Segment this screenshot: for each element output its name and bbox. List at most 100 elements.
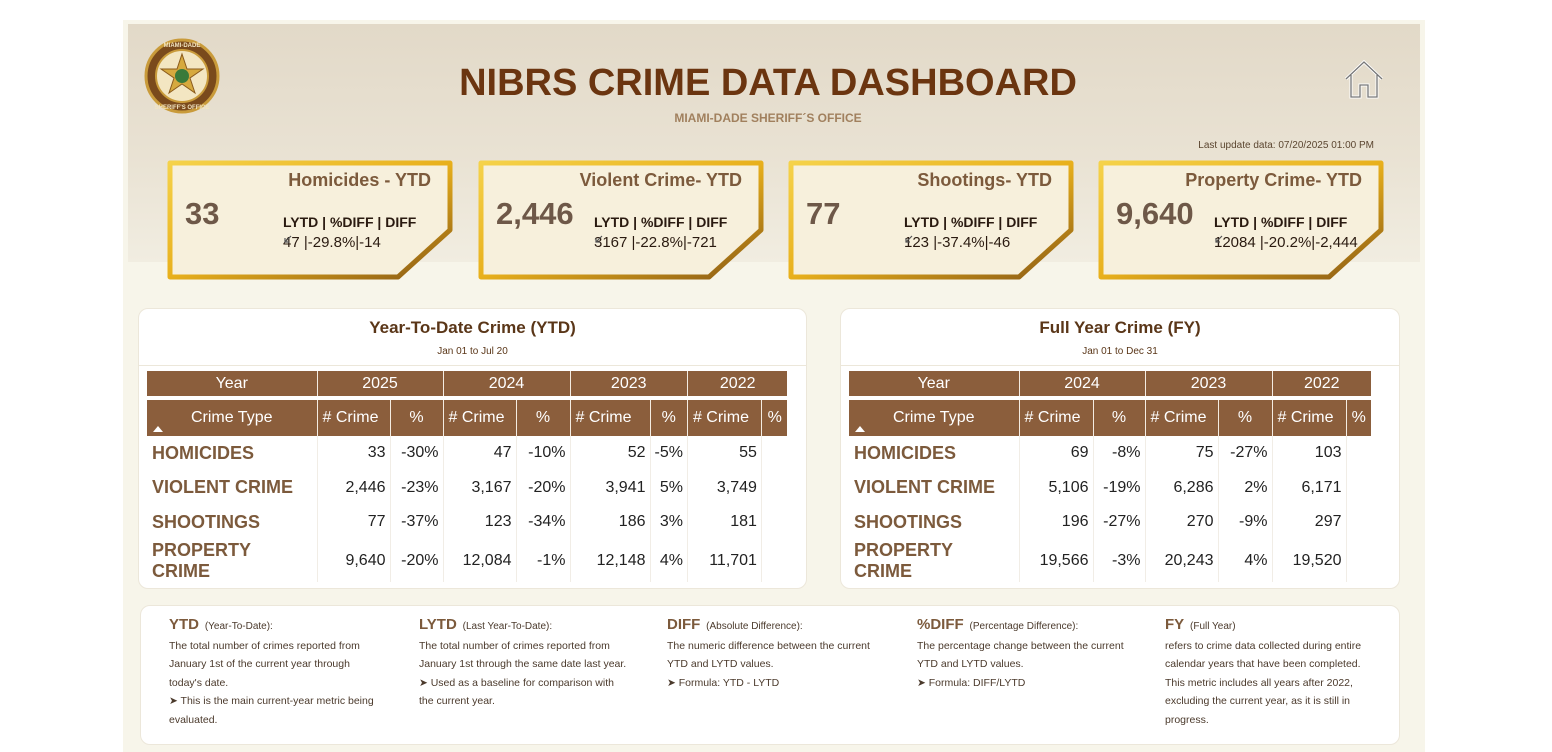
crime-count: 5,106 [1018, 470, 1093, 505]
home-button[interactable] [1342, 58, 1386, 100]
crime-count: 52 [569, 436, 650, 471]
year-label: 2023 [1144, 371, 1272, 398]
logo-bottom-text: SHERIFF'S OFFICE [155, 105, 210, 111]
crime-pct: -5% [649, 436, 688, 471]
crime-count: 12,148 [569, 539, 650, 582]
kpi-value: 9,640 [1116, 196, 1194, 231]
kpi-compare-row: 47 |-29.8%|-14 [283, 234, 381, 251]
definition-qualifier: (Full Year) [1190, 621, 1236, 632]
table-title: Full Year Crime (FY) [1039, 318, 1201, 337]
table-subtitle: Jan 01 to Jul 20 [437, 346, 508, 357]
dashboard-subtitle: MIAMI-DADE SHERIFF´S OFFICE [674, 111, 862, 125]
crime-pct [760, 436, 788, 471]
crime-count: 3,749 [686, 470, 762, 505]
kpi-compare-row: 3167 |-22.8%|-721 [594, 234, 717, 251]
crime-pct: -23% [389, 470, 443, 505]
definition-qualifier: (Year-To-Date): [204, 621, 273, 632]
kpi-card: Homicides - YTD 33 LYTD | %DIFF | DIFF 47 |… [165, 158, 455, 282]
column-row: Crime Type # Crime% # Crime% # Crime% [849, 396, 1371, 436]
year-row: Year 2024 2023 2022 [849, 371, 1371, 398]
crime-count: 69 [1018, 436, 1093, 471]
crime-count: 33 [316, 436, 390, 471]
kpi-title: Homicides - YTD [288, 170, 431, 190]
crime-count: 55 [686, 436, 762, 471]
trend-icon [284, 235, 292, 243]
definitions-panel: YTD (Year-To-Date): The total number of c… [140, 605, 1400, 745]
crime-pct: -37% [389, 505, 443, 540]
definition-term: DIFF [667, 616, 701, 633]
crime-count: 103 [1271, 436, 1346, 471]
definition-heading: YTD (Year-To-Date): [169, 616, 379, 637]
kpi-card-frame [788, 160, 1074, 280]
kpi-card-frame [478, 160, 764, 280]
crime-name: PROPERTY CRIME [854, 539, 953, 581]
table-title: Year-To-Date Crime (YTD) [369, 318, 576, 337]
kpi-value: 2,446 [496, 196, 574, 231]
year-label: 2024 [442, 371, 570, 398]
definition-text: refers to crime data collected during en… [1165, 639, 1362, 726]
table-subtitle: Jan 01 to Dec 31 [1082, 346, 1158, 357]
trend-icon [905, 235, 913, 243]
definition-text: ➤ Formula: DIFF/LYTD [917, 676, 1026, 689]
last-update: Last update data: 07/20/2025 01:00 PM [1198, 140, 1374, 151]
definition-term: %DIFF [917, 616, 964, 633]
definition: LYTD (Last Year-To-Date): The total numbe… [419, 616, 629, 711]
definition-qualifier: (Last Year-To-Date): [462, 621, 553, 632]
year-label: 2022 [1271, 371, 1371, 398]
crime-pct: 3% [649, 505, 688, 540]
crime-pct: 4% [649, 539, 688, 582]
kpi-compare-row: 12084 |-20.2%|-2,444 [1214, 234, 1358, 251]
crime-count: 6,286 [1144, 470, 1218, 505]
kpi-compare-row: 123 |-37.4%|-46 [904, 234, 1010, 251]
crime-count: 9,640 [316, 539, 390, 582]
crime-pct: -20% [515, 470, 570, 505]
crime-type-header: Crime Type [849, 396, 1019, 436]
year-row: Year 2025 2024 2023 2022 [147, 371, 788, 398]
sheriff-logo: MIAMI-DADE SHERIFF'S OFFICE [144, 38, 220, 114]
pct-header: % [389, 396, 443, 436]
table-panel: Full Year Crime (FY) Jan 01 to Dec 31 Year… [840, 308, 1400, 589]
kpi-compare-header: LYTD | %DIFF | DIFF [283, 214, 417, 230]
crime-row: SHOOTINGS 196 -27% 270 -9% 297 [849, 505, 1371, 540]
crime-pct: -34% [515, 505, 570, 540]
count-header: # Crime [1144, 396, 1218, 436]
crime-name: SHOOTINGS [854, 511, 963, 532]
crime-count: 19,520 [1271, 539, 1346, 582]
crime-count: 11,701 [686, 539, 762, 582]
definition-text: ➤ Used as a baseline for comparison with… [419, 676, 614, 708]
crime-name: VIOLENT CRIME [152, 477, 294, 498]
definition: FY (Full Year) refers to crime data colle… [1165, 616, 1375, 729]
crime-pct: -27% [1092, 505, 1145, 540]
count-header: # Crime [1018, 396, 1093, 436]
kpi-compare: 47 |-29.8%|-14 [283, 234, 381, 251]
kpi-value: 77 [806, 196, 841, 231]
crime-count: 77 [316, 505, 390, 540]
crime-row: PROPERTY CRIME 9,640 -20% 12,084 -1% 12,148 4%… [147, 539, 788, 582]
column-row: Crime Type # Crime% # Crime% # Crime% # Crim… [147, 396, 788, 436]
kpi-compare-header: LYTD | %DIFF | DIFF [1214, 214, 1348, 230]
year-label: 2024 [1018, 371, 1145, 398]
divider [139, 365, 806, 366]
crime-pct: -10% [515, 436, 570, 471]
crime-row: HOMICIDES 69 -8% 75 -27% 103 [849, 436, 1371, 471]
crime-pct: -27% [1217, 436, 1272, 471]
crime-pct [760, 539, 788, 582]
kpi-compare: 123 |-37.4%|-46 [904, 234, 1011, 251]
sort-icon[interactable] [152, 425, 164, 433]
definition: %DIFF (Percentage Difference): The percen… [917, 616, 1127, 692]
crime-count: 186 [569, 505, 650, 540]
kpi-card: Property Crime- YTD 9,640 LYTD | %DIFF | D… [1096, 158, 1386, 282]
definition-text: The percentage change between the curren… [917, 639, 1124, 671]
crime-pct: -9% [1217, 505, 1272, 540]
crime-type-label: Crime Type [892, 409, 975, 426]
crime-count: 181 [686, 505, 762, 540]
crime-table: Year 2025 2024 2023 2022 Crime Type # Crime% # … [147, 371, 788, 582]
crime-row: PROPERTY CRIME 19,566 -3% 20,243 4% 19,520 [849, 539, 1371, 582]
pct-header: % [760, 396, 788, 436]
sort-icon[interactable] [854, 425, 866, 433]
definition: DIFF (Absolute Difference): The numeric d… [667, 616, 877, 692]
crime-pct [1345, 539, 1371, 582]
crime-pct: -30% [389, 436, 443, 471]
crime-name: HOMICIDES [152, 442, 255, 463]
